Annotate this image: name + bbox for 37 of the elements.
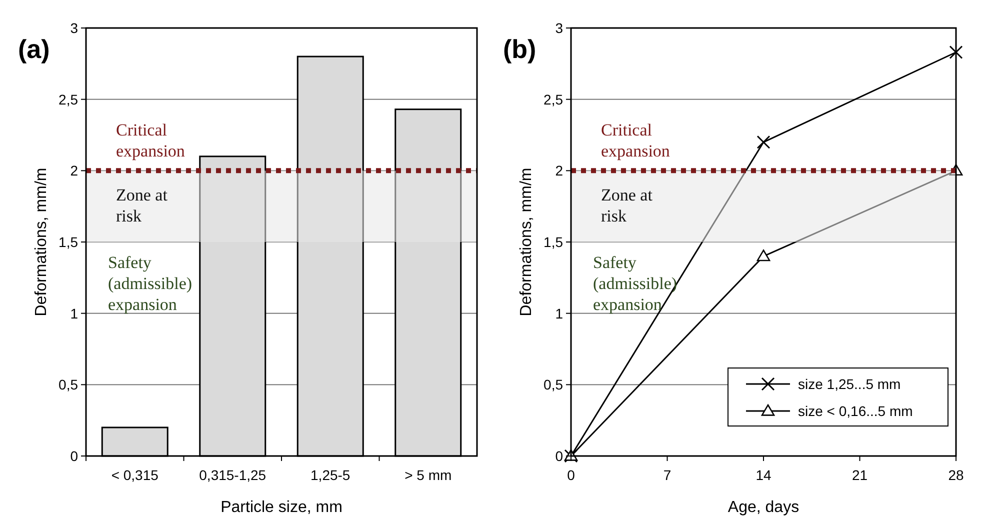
chart-title: (b) bbox=[503, 34, 536, 64]
y-tick-label: 1,5 bbox=[544, 234, 564, 250]
y-tick-label: 1,5 bbox=[58, 234, 78, 250]
y-tick-label: 0 bbox=[70, 448, 78, 464]
ref-line-label: Critical expansion bbox=[601, 120, 670, 161]
x-tick-label: 21 bbox=[852, 467, 868, 483]
x-tick-label: < 0,315 bbox=[111, 467, 159, 483]
x-tick-label: 1,25-5 bbox=[310, 467, 350, 483]
band-label: Zone at risk bbox=[601, 186, 653, 226]
ref-line-label: Critical expansion bbox=[116, 120, 186, 161]
annotation: Safety (admissible) expansion bbox=[108, 253, 192, 314]
x-tick-label: 0 bbox=[567, 467, 576, 483]
x-tick-label: 28 bbox=[948, 467, 964, 483]
annotation: Safety (admissible) expansion bbox=[593, 253, 678, 314]
x-axis-title: Age, days bbox=[728, 499, 800, 516]
y-tick-label: 3 bbox=[555, 20, 564, 36]
x-tick-label: > 5 mm bbox=[404, 467, 452, 483]
y-tick-label: 2 bbox=[70, 162, 78, 179]
band-label: Zone at risk bbox=[116, 186, 168, 226]
y-tick-label: 0 bbox=[555, 448, 564, 464]
y-tick-label: 0,5 bbox=[544, 376, 564, 393]
y-axis-title: Deformations, mm/m bbox=[33, 168, 50, 316]
x-axis-title: Particle size, mm bbox=[220, 499, 342, 516]
y-tick-label: 1 bbox=[70, 305, 78, 322]
y-tick-label: 0,5 bbox=[58, 376, 78, 393]
x-tick-label: 7 bbox=[663, 467, 672, 483]
legend-label: size 1,25...5 mm bbox=[798, 376, 901, 392]
y-tick-label: 1 bbox=[555, 305, 564, 322]
legend-label: size < 0,16...5 mm bbox=[798, 403, 913, 419]
y-tick-label: 3 bbox=[70, 20, 78, 36]
y-tick-label: 2 bbox=[555, 162, 564, 179]
y-axis-title: Deformations, mm/m bbox=[518, 168, 535, 316]
x-tick-label: 0,315-1,25 bbox=[199, 467, 266, 483]
y-tick-label: 2,5 bbox=[58, 91, 78, 108]
x-tick-label: 14 bbox=[756, 467, 772, 483]
chart-title: (a) bbox=[18, 34, 50, 64]
y-tick-label: 2,5 bbox=[544, 91, 564, 108]
